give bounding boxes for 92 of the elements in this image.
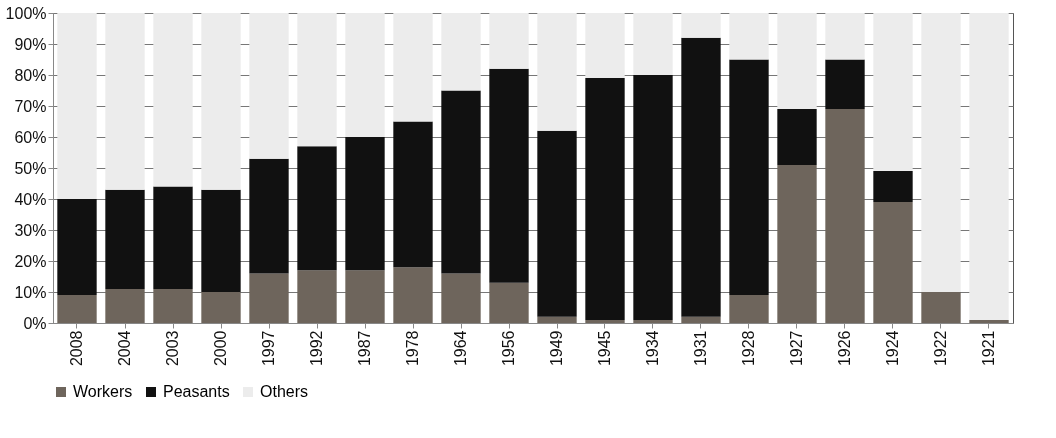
x-tick-label: 1924 — [884, 330, 901, 367]
bar — [201, 189, 241, 292]
bar — [633, 13, 673, 75]
x-tick-label: 1992 — [308, 330, 325, 367]
bar — [729, 59, 769, 296]
bar — [57, 199, 97, 296]
x-tick-label: 1921 — [980, 330, 997, 367]
y-tick-label: 60% — [14, 128, 47, 146]
x-tick-label: 2003 — [164, 330, 181, 367]
bar — [537, 13, 577, 131]
x-tick-label: 1956 — [500, 330, 517, 367]
y-tick-label: 70% — [14, 97, 47, 115]
bar — [105, 288, 145, 323]
bar — [585, 319, 625, 323]
x-tick-label: 1934 — [644, 330, 661, 367]
bar — [825, 59, 865, 110]
bar — [489, 13, 529, 69]
bar — [825, 109, 865, 323]
bar — [201, 292, 241, 323]
bar — [249, 273, 289, 323]
y-tick-label: 100% — [5, 4, 47, 22]
bar — [57, 13, 97, 199]
bar — [873, 202, 913, 323]
bar — [393, 267, 433, 323]
bar — [681, 316, 721, 323]
bar — [777, 164, 817, 323]
x-tick-label: 1987 — [356, 330, 373, 367]
bar — [585, 13, 625, 79]
bar — [201, 13, 241, 190]
legend-label: Workers — [73, 383, 133, 400]
x-tick-label: 1922 — [932, 330, 949, 367]
bar — [825, 13, 865, 60]
bar — [537, 316, 577, 323]
x-tick-label: 1928 — [740, 330, 757, 367]
bar — [921, 292, 961, 323]
bar — [297, 13, 337, 147]
bar — [441, 13, 481, 91]
y-tick-label: 0% — [23, 314, 47, 332]
bar — [297, 270, 337, 323]
bar — [873, 171, 913, 203]
bar — [393, 121, 433, 268]
bar — [345, 270, 385, 323]
x-tick-label: 1926 — [836, 330, 853, 367]
bar — [297, 146, 337, 271]
x-tick-label: 2008 — [68, 330, 85, 367]
y-tick-label: 90% — [14, 35, 47, 53]
bar — [441, 273, 481, 323]
x-tick-label: 1945 — [596, 330, 613, 367]
x-tick-label: 2000 — [212, 330, 229, 367]
bar — [777, 13, 817, 110]
bar — [153, 186, 193, 289]
bar — [921, 13, 961, 292]
bar — [873, 13, 913, 172]
bar — [153, 13, 193, 187]
y-tick-label: 10% — [14, 283, 47, 301]
bar — [153, 288, 193, 323]
x-tick-label: 1997 — [260, 330, 277, 367]
bar — [441, 90, 481, 274]
bar — [57, 295, 97, 323]
y-tick-label: 20% — [14, 252, 47, 270]
legend-label: Others — [260, 383, 309, 400]
bar — [969, 319, 1009, 323]
bar — [105, 189, 145, 289]
bar — [681, 13, 721, 38]
bar — [249, 13, 289, 159]
bar — [489, 68, 529, 283]
x-tick-label: 1964 — [452, 330, 469, 367]
bar — [393, 13, 433, 122]
y-tick-label: 40% — [14, 190, 47, 208]
bar — [969, 13, 1009, 320]
bar — [489, 282, 529, 323]
bar — [681, 37, 721, 317]
x-tick-label: 1949 — [548, 330, 565, 367]
y-tick-label: 50% — [14, 159, 47, 177]
x-tick-label: 1927 — [788, 330, 805, 367]
legend-label: Peasants — [163, 383, 230, 400]
bar — [105, 13, 145, 190]
bar — [345, 13, 385, 137]
y-tick-label: 30% — [14, 221, 47, 239]
bar — [537, 130, 577, 317]
x-tick-label: 1978 — [404, 330, 421, 367]
x-tick-label: 1931 — [692, 330, 709, 367]
bar — [345, 137, 385, 271]
bar — [633, 75, 673, 320]
y-tick-label: 80% — [14, 66, 47, 84]
bar — [729, 13, 769, 60]
bar — [585, 78, 625, 320]
bar — [249, 158, 289, 274]
x-tick-label: 2004 — [116, 330, 133, 367]
bar — [633, 319, 673, 323]
bar — [729, 295, 769, 323]
bar — [777, 109, 817, 165]
